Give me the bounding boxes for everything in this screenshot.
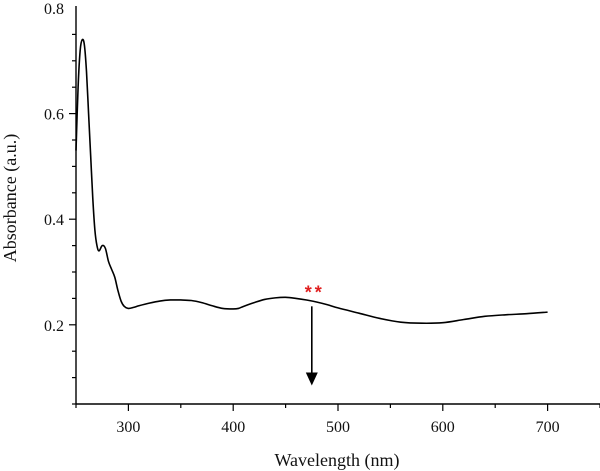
x-tick-label: 700 [536,419,560,436]
significance-annotation: ** [305,282,325,302]
axes [75,6,600,405]
x-tick-label: 300 [116,419,140,436]
ticks: 300 400 500 600 700 0.2 0.4 0.6 0.8 [44,1,600,436]
x-tick-label: 600 [431,419,455,436]
x-tick-label: 500 [326,419,350,436]
x-tick-label: 400 [221,419,245,436]
plot-area: ** [75,38,548,386]
y-tick-label: 0.2 [44,318,64,335]
y-axis-label: Absorbance (a.u.) [0,134,21,262]
x-axis-label: Wavelength (nm) [274,450,399,471]
y-tick-label: 0.6 [44,107,64,124]
absorbance-series-line [75,38,548,325]
arrow-head [305,372,318,386]
y-tick-label: 0.4 [44,212,64,229]
y-tick-label: 0.8 [44,1,64,18]
